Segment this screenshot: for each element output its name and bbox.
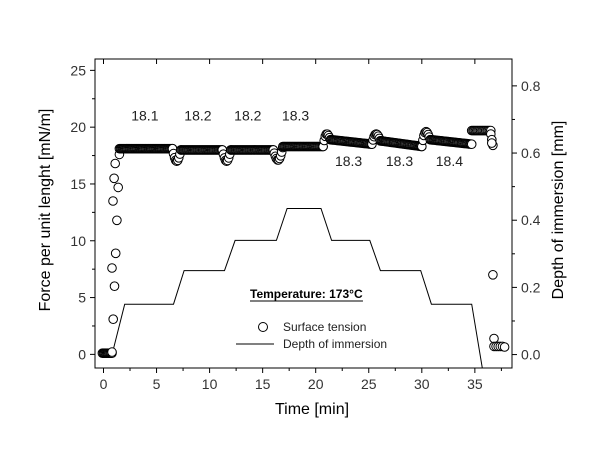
y-tick-label-10: 10 [70,233,86,249]
legend-marker-surface-tension [258,322,268,332]
annotation-0: 18.1 [131,107,158,123]
y-axis-title: Force per unit lenght [mN/m] [37,109,54,312]
annotation-1: 18.2 [184,107,211,123]
y-tick-label-0: 0 [78,346,86,362]
surface-tension-point [488,270,498,280]
y-right-tick-label-0: 0.0 [521,347,541,363]
y-right-tick-label-3: 0.6 [521,145,541,161]
y-tick-label-15: 15 [70,176,86,192]
surface-tension-point [110,158,120,169]
x-tick-label-35: 35 [467,376,483,392]
x-axis: 0 5 10 15 20 25 30 35 [100,59,502,392]
x-tick-label-0: 0 [100,376,108,392]
y-axis-right: 0.0 0.2 0.4 0.6 0.8 [512,78,541,363]
surface-tension-point [489,333,499,344]
y-axis-left: 0 5 10 15 20 25 [70,62,95,362]
depth-of-immersion-line [101,208,497,369]
surface-tension-point [113,182,123,193]
surface-tension-point [466,139,477,149]
series-depth-of-immersion [101,208,497,369]
y-right-tick-label-4: 0.8 [521,78,541,94]
annotation-5: 18.3 [386,153,413,169]
x-tick-label-10: 10 [202,376,218,392]
surface-tension-point [110,248,121,259]
y-tick-label-20: 20 [70,119,86,135]
x-tick-label-30: 30 [414,376,430,392]
y-right-tick-label-1: 0.2 [521,279,541,295]
y-tick-label-25: 25 [70,62,86,78]
annotation-3: 18.3 [282,107,309,123]
legend-label-surface-tension: Surface tension [283,320,366,334]
x-tick-label-15: 15 [255,376,271,392]
x-tick-label-5: 5 [153,376,161,392]
series-surface-tension [97,125,510,359]
surface-tension-point [109,173,119,184]
temperature-label: Temperature: 173°C [250,287,363,301]
surface-tension-point [487,138,497,148]
plot-frame [94,58,513,369]
x-tick-label-25: 25 [361,376,377,392]
plot-border [94,58,513,369]
surface-tension-point [112,215,122,226]
surface-tension-point [107,347,117,357]
surface-tension-point [108,196,118,206]
x-tick-label-20: 20 [308,376,324,392]
x-axis-title: Time [min] [275,401,349,418]
annotation-2: 18.2 [234,107,261,123]
temperature-note: Temperature: 173°C [250,287,363,302]
surface-tension-point [108,314,118,325]
annotation-6: 18.4 [436,153,463,169]
surface-tension-point [107,263,117,273]
surface-tension-point [499,342,510,352]
y-tick-label-5: 5 [78,290,86,306]
annotations: 18.1 18.2 18.2 18.3 18.3 18.3 18.4 [131,107,463,168]
annotation-4: 18.3 [335,153,362,169]
legend-label-depth-of-immersion: Depth of immersion [283,337,387,351]
y-axis-right-title: Depth of immersion [mm] [550,121,567,300]
surface-tension-point [109,281,120,292]
legend: Surface tension Depth of immersion [236,320,387,351]
y-right-tick-label-2: 0.4 [521,212,541,228]
